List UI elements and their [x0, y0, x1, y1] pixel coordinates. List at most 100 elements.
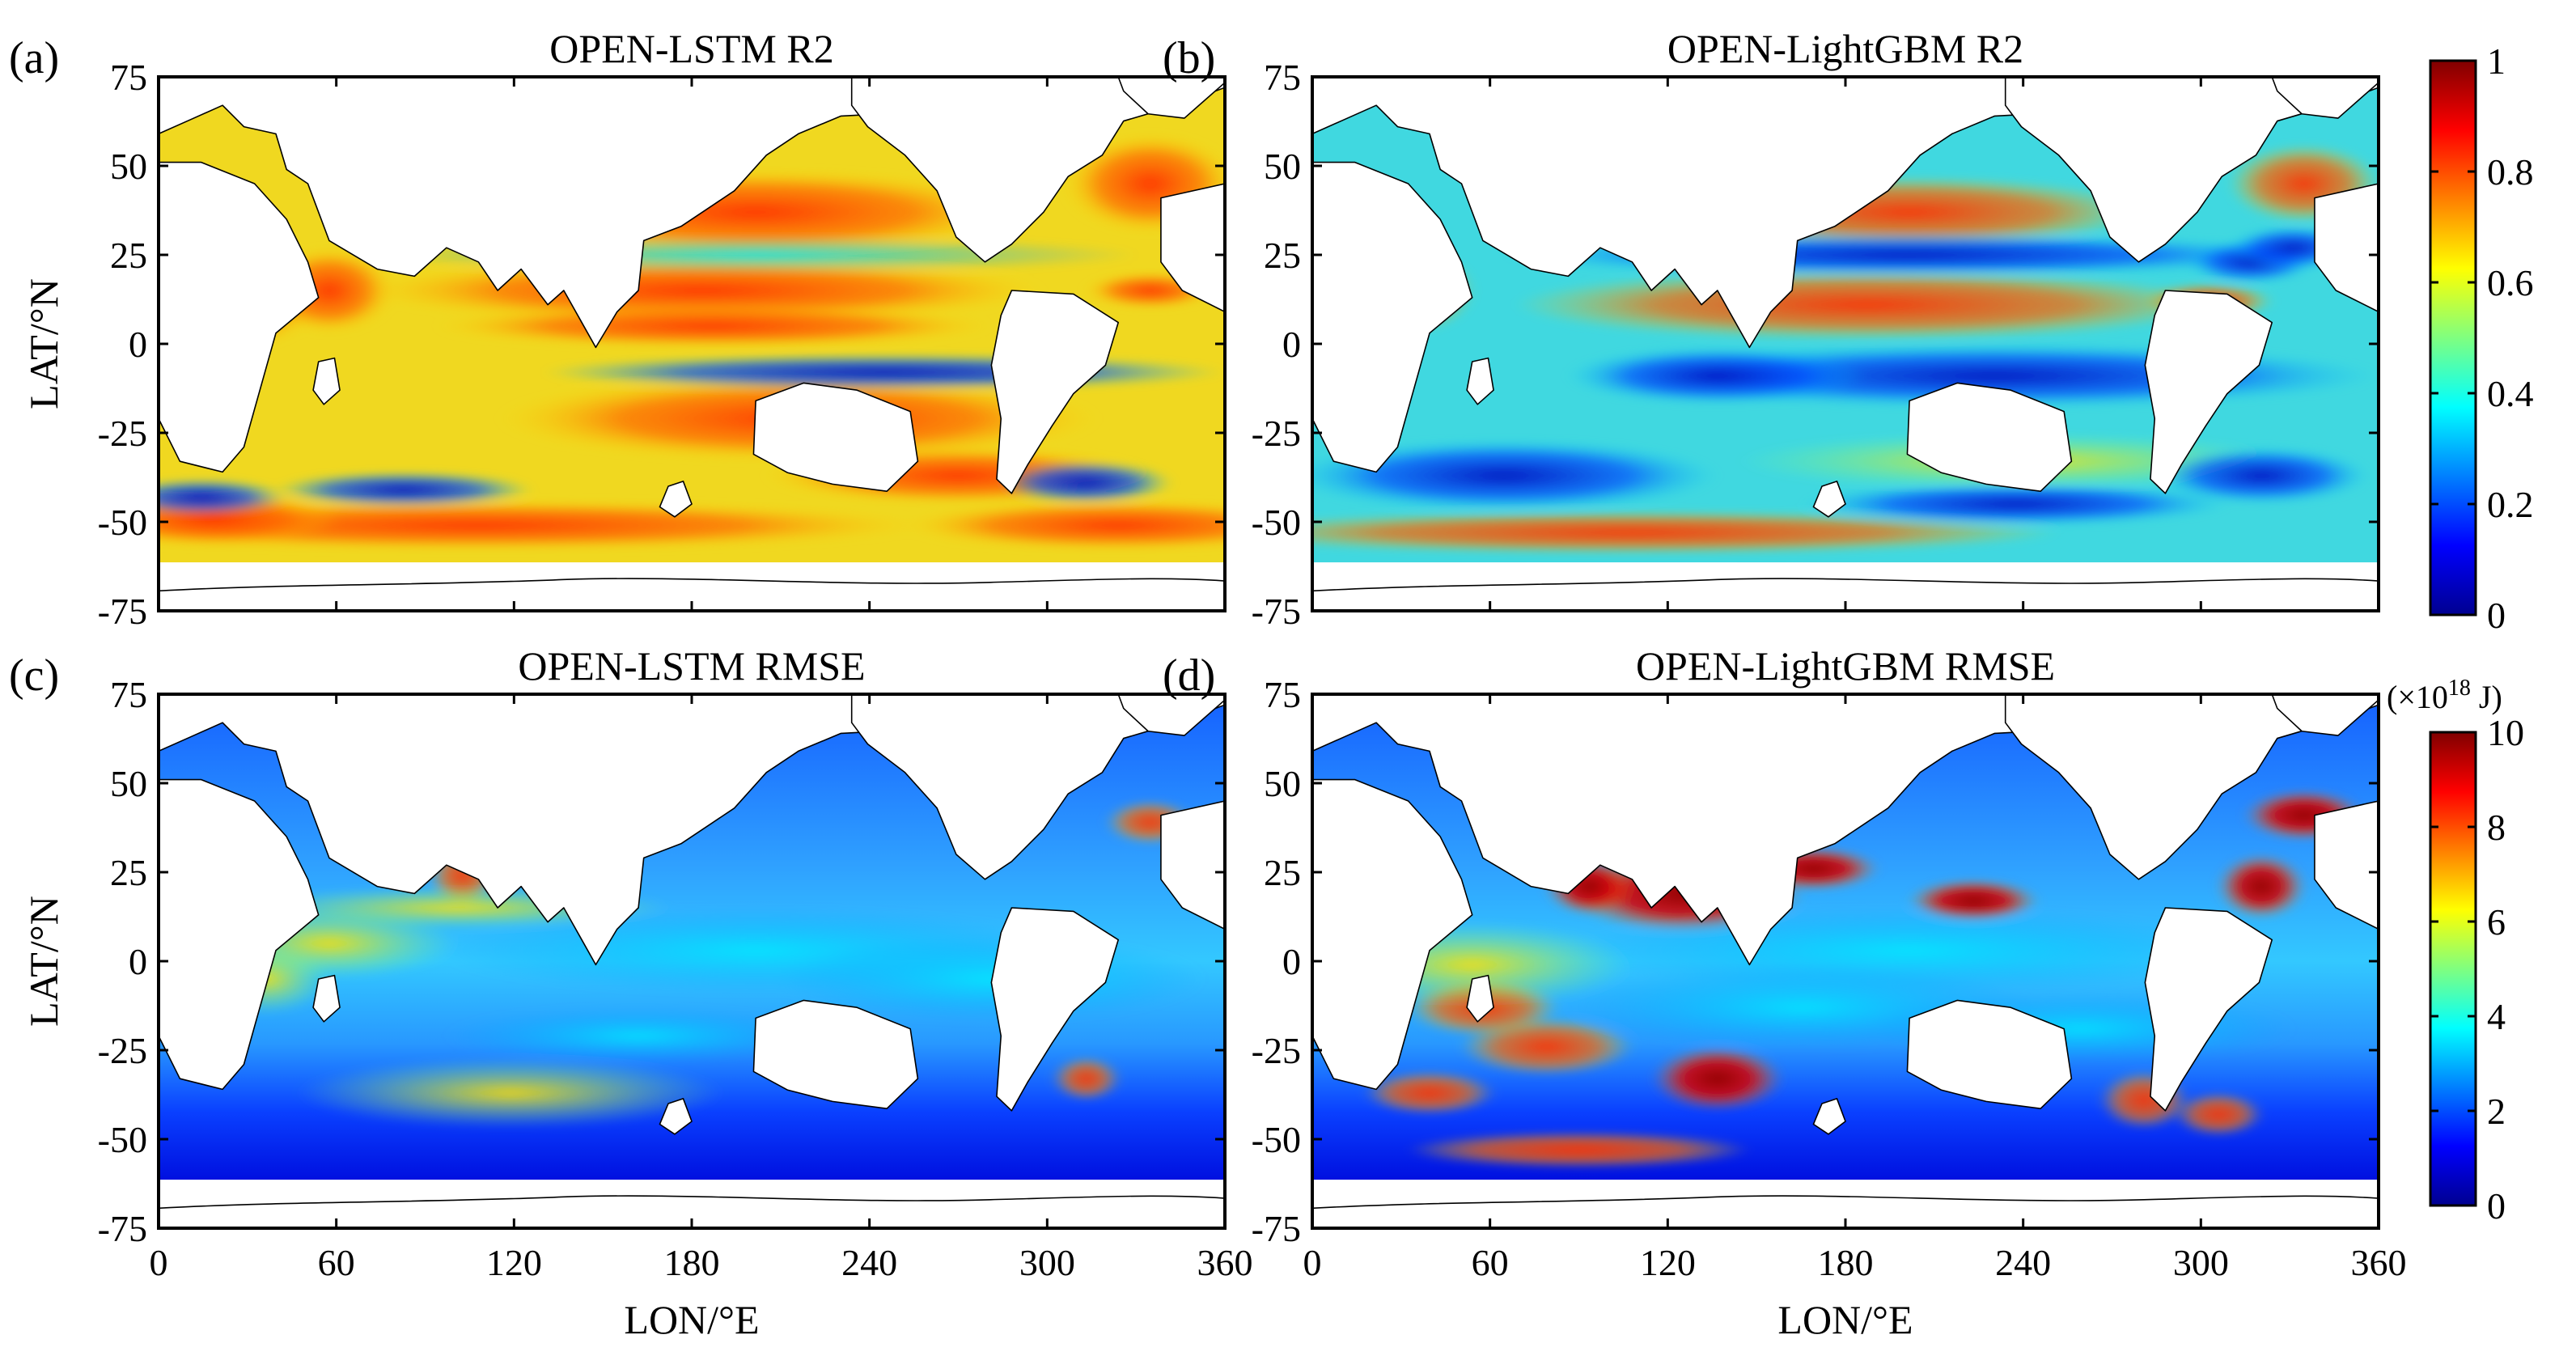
land-nz: [1813, 481, 1845, 517]
antarctic-coast: [1312, 578, 2379, 591]
colorbar-gradient: [2429, 731, 2477, 1207]
y-tick-label: -25: [98, 1030, 147, 1071]
y-tick-label: 25: [110, 235, 147, 276]
colorbar-rmse: 10 8 6 4 2 0 (×1018 J): [2387, 676, 2524, 1227]
antarctic-coast: [1312, 1196, 2379, 1208]
land-greenland: [2272, 694, 2379, 735]
heat-region: [297, 1057, 724, 1129]
land-australia: [1907, 1000, 2071, 1108]
y-tick-label: 25: [1264, 852, 1301, 893]
land-westEdge: [1161, 184, 1225, 311]
land-southAm: [2145, 290, 2272, 494]
y-tick-label: -75: [98, 1208, 147, 1249]
land-madagascar: [313, 976, 340, 1022]
x-tick-label: 60: [1472, 1242, 1509, 1283]
y-tick-label: -50: [98, 502, 147, 543]
y-tick-label: -25: [1252, 413, 1301, 454]
panel-title: OPEN-LSTM RMSE: [518, 643, 865, 689]
heat-region: [159, 479, 287, 515]
colorbar-tick-label: 0: [2487, 595, 2506, 636]
heat-region: [1365, 1071, 1494, 1115]
y-tick-label: 0: [129, 941, 147, 982]
x-tick-label: 0: [150, 1242, 168, 1283]
colorbar-tick-label: 6: [2487, 901, 2506, 943]
land-africa: [1312, 163, 1472, 472]
y-tick-label: 50: [1264, 146, 1301, 187]
heat-region: [1803, 482, 2230, 526]
panel-label: (c): [9, 650, 59, 701]
y-tick-label: 75: [110, 57, 147, 98]
y-tick-label: -50: [1252, 1119, 1301, 1160]
x-tick-label: 240: [841, 1242, 897, 1283]
land-greenland: [1118, 77, 1225, 118]
x-tick-label: 0: [1303, 1242, 1322, 1283]
y-tick-label: 0: [1282, 324, 1301, 365]
heat-region: [1312, 511, 2059, 554]
land-greenland: [2272, 77, 2379, 118]
land-southAm: [2145, 908, 2272, 1111]
heat-region: [542, 354, 1225, 391]
antarctic-coast: [159, 1196, 1225, 1208]
land-nz: [659, 481, 692, 517]
heat-region: [2218, 854, 2304, 919]
y-tick-label: -50: [1252, 502, 1301, 543]
heat-region: [275, 472, 532, 508]
x-tick-label: 120: [486, 1242, 542, 1283]
panel-a: OPEN-LSTM R2 (a) 75 50 25 0 -25 -50 -75 LAT/°N: [9, 26, 1227, 632]
colorbar-tick-label: 2: [2487, 1091, 2506, 1132]
land-westEdge: [2315, 184, 2379, 311]
y-tick-label: 75: [1264, 57, 1301, 98]
land-nz: [1813, 1099, 1845, 1134]
heat-region: [1408, 1132, 1750, 1168]
heat-region: [1001, 461, 1172, 504]
panel-title: OPEN-LightGBM R2: [1667, 26, 2023, 71]
heat-region: [1054, 1057, 1119, 1100]
x-tick-label: 180: [664, 1242, 720, 1283]
antarctic-coast: [159, 578, 1225, 591]
y-tick-label: 75: [1264, 674, 1301, 715]
land-australia: [753, 383, 917, 491]
y-tick-label: -75: [1252, 591, 1301, 632]
y-tick-label: -25: [1252, 1030, 1301, 1071]
panel-title: OPEN-LSTM R2: [549, 26, 833, 71]
land-australia: [1907, 383, 2071, 491]
y-tick-label: 25: [1264, 235, 1301, 276]
heat-region: [905, 500, 1225, 551]
colorbar-tick-label: 0.2: [2487, 484, 2534, 525]
y-tick-label: 50: [1264, 763, 1301, 804]
x-axis-label: LON/°E: [624, 1297, 759, 1342]
heat-region: [1568, 347, 1867, 405]
x-axis-label: LON/°E: [1777, 1297, 1913, 1342]
x-tick-label: 240: [1995, 1242, 2051, 1283]
colorbar-tick-label: 0.8: [2487, 151, 2534, 193]
land-africa: [1312, 780, 1472, 1090]
x-tick-label: 180: [1818, 1242, 1874, 1283]
y-tick-label: 0: [1282, 941, 1301, 982]
y-tick-label: -75: [1252, 1208, 1301, 1249]
panel-b: OPEN-LightGBM R2 (b) 75 50 25 0 -25 -50 -75: [1163, 26, 2380, 632]
y-tick-label: -75: [98, 591, 147, 632]
colorbar-unit: (×1018 J): [2387, 676, 2502, 715]
x-tick-label: 120: [1640, 1242, 1696, 1283]
heat-region: [1515, 269, 2219, 341]
land-southAm: [991, 908, 1118, 1111]
panel-title: OPEN-LightGBM RMSE: [1636, 643, 2055, 689]
x-tick-label: 360: [1197, 1242, 1253, 1283]
colorbar-tick-label: 4: [2487, 996, 2506, 1037]
x-tick-label: 300: [2173, 1242, 2229, 1283]
land-westEdge: [2315, 801, 2379, 929]
heat-region: [1312, 439, 1718, 511]
land-africa: [159, 163, 319, 472]
colorbar-gradient: [2429, 59, 2477, 617]
panel-label: (b): [1163, 33, 1215, 83]
y-tick-label: 25: [110, 852, 147, 893]
land-madagascar: [1467, 358, 1493, 405]
y-tick-label: -50: [98, 1119, 147, 1160]
land-madagascar: [313, 358, 340, 405]
y-tick-label: 50: [110, 763, 147, 804]
heat-region: [2176, 1092, 2262, 1136]
colorbar-tick-label: 0: [2487, 1185, 2506, 1227]
heat-region: [2154, 447, 2368, 504]
